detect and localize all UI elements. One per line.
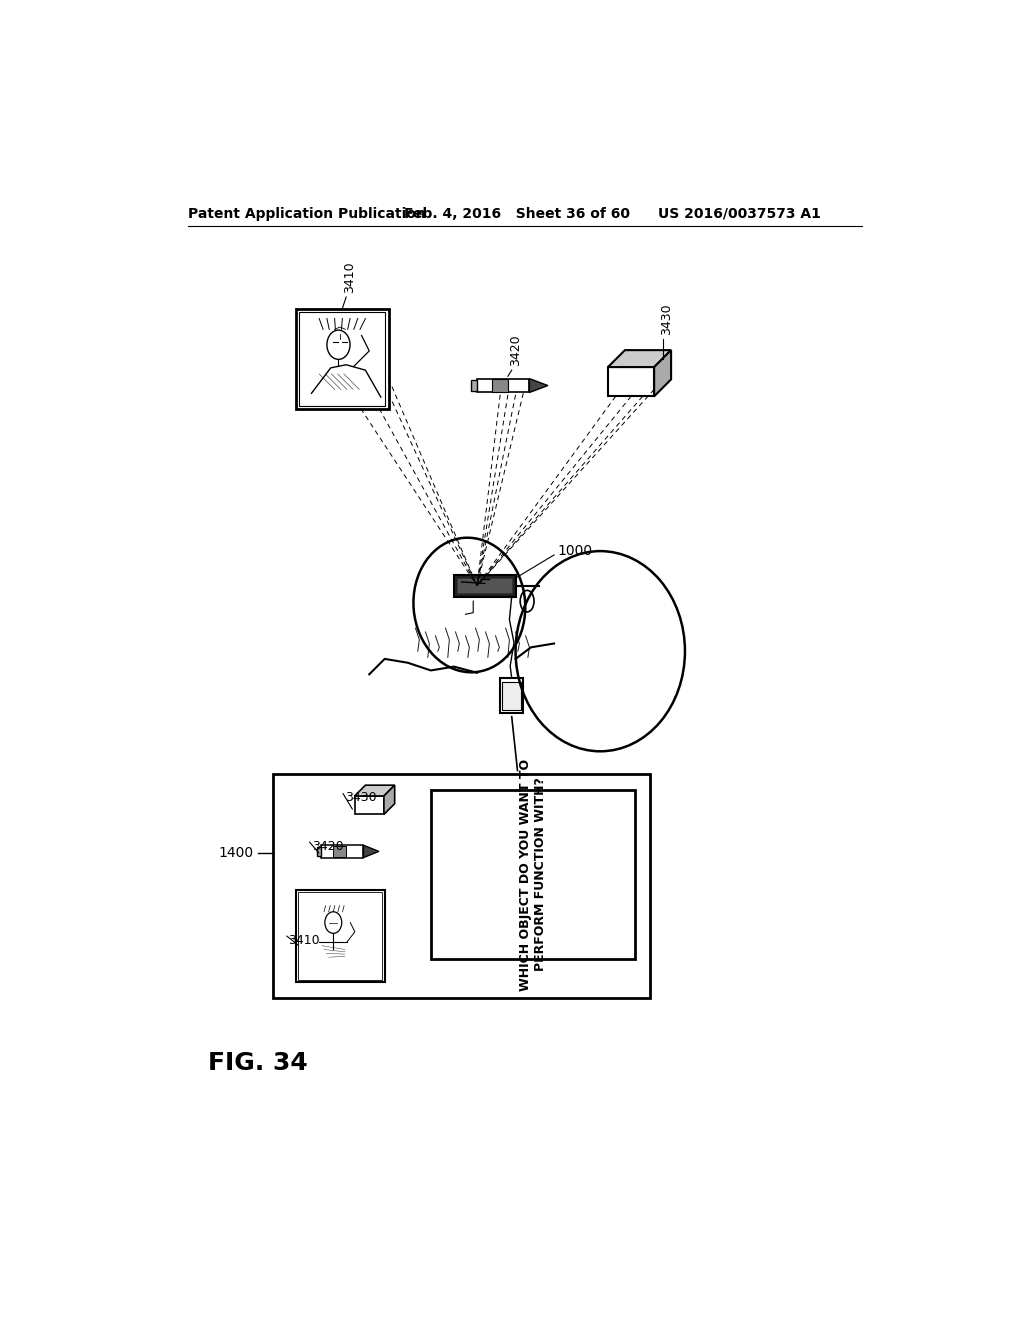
Text: WHICH OBJECT DO YOU WANT TO
PERFORM FUNCTION WITH?: WHICH OBJECT DO YOU WANT TO PERFORM FUNC… bbox=[519, 759, 547, 990]
Polygon shape bbox=[384, 785, 394, 814]
Text: Feb. 4, 2016   Sheet 36 of 60: Feb. 4, 2016 Sheet 36 of 60 bbox=[403, 207, 630, 220]
Polygon shape bbox=[608, 350, 671, 367]
Bar bbox=[299, 312, 385, 405]
Bar bbox=[493, 379, 508, 392]
Bar bbox=[298, 892, 382, 979]
Bar bbox=[503, 682, 521, 710]
Polygon shape bbox=[529, 379, 548, 392]
Bar bbox=[471, 380, 477, 391]
Polygon shape bbox=[654, 350, 671, 396]
Polygon shape bbox=[354, 785, 394, 796]
Text: 3410: 3410 bbox=[343, 261, 356, 293]
Text: 1000: 1000 bbox=[558, 544, 593, 558]
Bar bbox=[296, 309, 388, 409]
Bar bbox=[457, 578, 512, 594]
Bar bbox=[273, 775, 650, 998]
Bar bbox=[500, 678, 523, 713]
Polygon shape bbox=[364, 845, 379, 858]
Text: 3420: 3420 bbox=[312, 840, 343, 853]
Text: 1400: 1400 bbox=[219, 846, 254, 859]
Bar bbox=[354, 796, 384, 814]
Bar bbox=[608, 367, 654, 396]
Text: 3430: 3430 bbox=[345, 792, 377, 804]
Bar bbox=[454, 576, 515, 597]
Bar bbox=[431, 789, 635, 960]
Bar bbox=[333, 846, 346, 857]
Text: 3430: 3430 bbox=[660, 304, 673, 335]
Text: 3420: 3420 bbox=[509, 335, 522, 367]
Text: US 2016/0037573 A1: US 2016/0037573 A1 bbox=[658, 207, 821, 220]
Bar bbox=[322, 845, 364, 858]
Text: 3410: 3410 bbox=[289, 933, 321, 946]
Bar bbox=[296, 890, 385, 982]
Bar bbox=[316, 847, 322, 857]
Text: Patent Application Publication: Patent Application Publication bbox=[188, 207, 426, 220]
Text: FIG. 34: FIG. 34 bbox=[208, 1051, 307, 1076]
Bar bbox=[477, 379, 529, 392]
